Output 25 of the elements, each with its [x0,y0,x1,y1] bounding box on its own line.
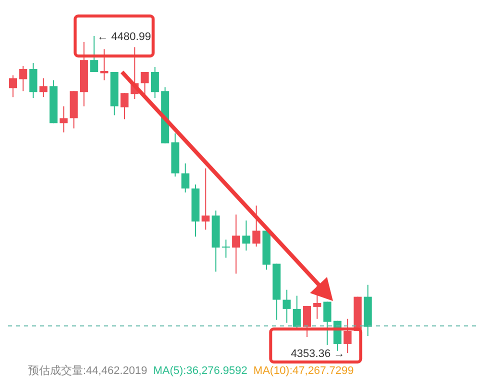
candlestick [19,66,28,92]
candlestick [120,92,129,120]
candlestick [303,305,312,338]
candlestick [9,74,17,98]
candlestick [39,78,48,98]
candlestick [90,36,98,72]
annotation: ← 4480.99 [97,31,152,43]
candlestick [282,289,291,324]
candlestick [181,162,190,193]
candlestick [150,66,159,99]
candlestick [232,214,240,274]
candlestick [60,106,68,133]
text: 预估成交量:44,462.2019 [28,365,148,378]
candlestick [202,168,210,230]
candlestick [252,205,260,248]
candlestick [344,318,352,353]
candlestick [29,62,38,99]
candlestick [323,301,332,346]
text: MA(5):36,276.9592 [153,365,248,378]
text: MA(10):47,267.7299 [253,365,354,378]
candlestick [242,220,250,252]
candlestick [313,285,322,320]
candlestick [140,71,149,96]
annotation: 4353.36 → [290,348,345,360]
candlestick [222,239,230,258]
